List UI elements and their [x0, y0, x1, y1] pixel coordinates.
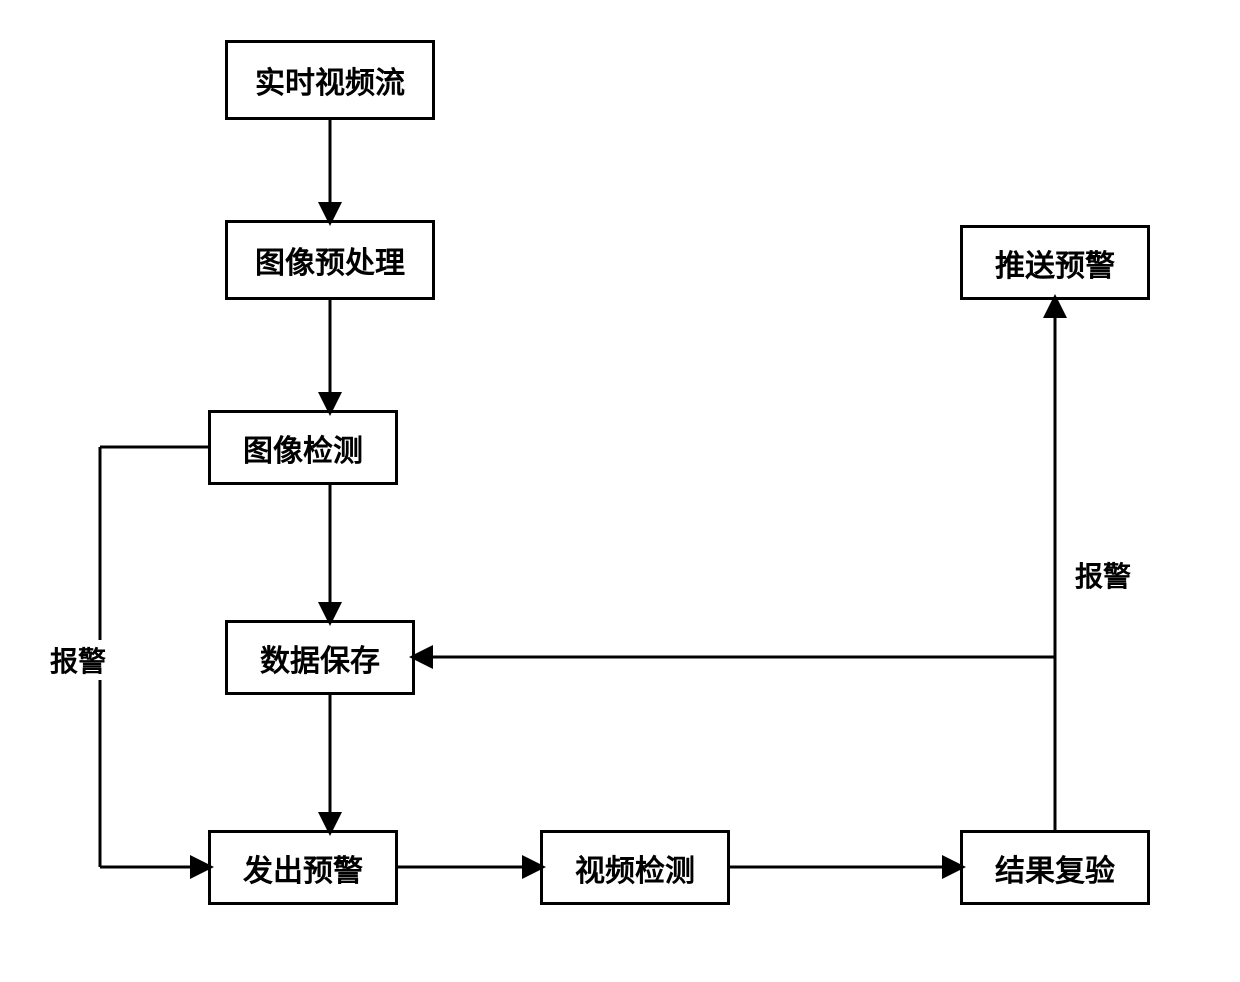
node-label: 视频检测 — [575, 846, 695, 890]
node-label: 结果复验 — [995, 846, 1115, 890]
flowchart-node-n5: 发出预警 — [208, 830, 398, 905]
flowchart-node-n4: 数据保存 — [225, 620, 415, 695]
flowchart-node-n8: 推送预警 — [960, 225, 1150, 300]
node-label: 数据保存 — [260, 636, 380, 680]
flowchart-node-n6: 视频检测 — [540, 830, 730, 905]
node-label: 发出预警 — [243, 846, 363, 890]
node-label: 图像检测 — [243, 426, 363, 470]
flowchart-node-n3: 图像检测 — [208, 410, 398, 485]
edge-label: 报警 — [50, 640, 106, 680]
node-label: 推送预警 — [995, 241, 1115, 285]
node-label: 实时视频流 — [255, 58, 405, 102]
flowchart-node-n7: 结果复验 — [960, 830, 1150, 905]
flowchart-node-n1: 实时视频流 — [225, 40, 435, 120]
edge-label: 报警 — [1075, 555, 1131, 595]
node-label: 图像预处理 — [255, 238, 405, 282]
flowchart-node-n2: 图像预处理 — [225, 220, 435, 300]
